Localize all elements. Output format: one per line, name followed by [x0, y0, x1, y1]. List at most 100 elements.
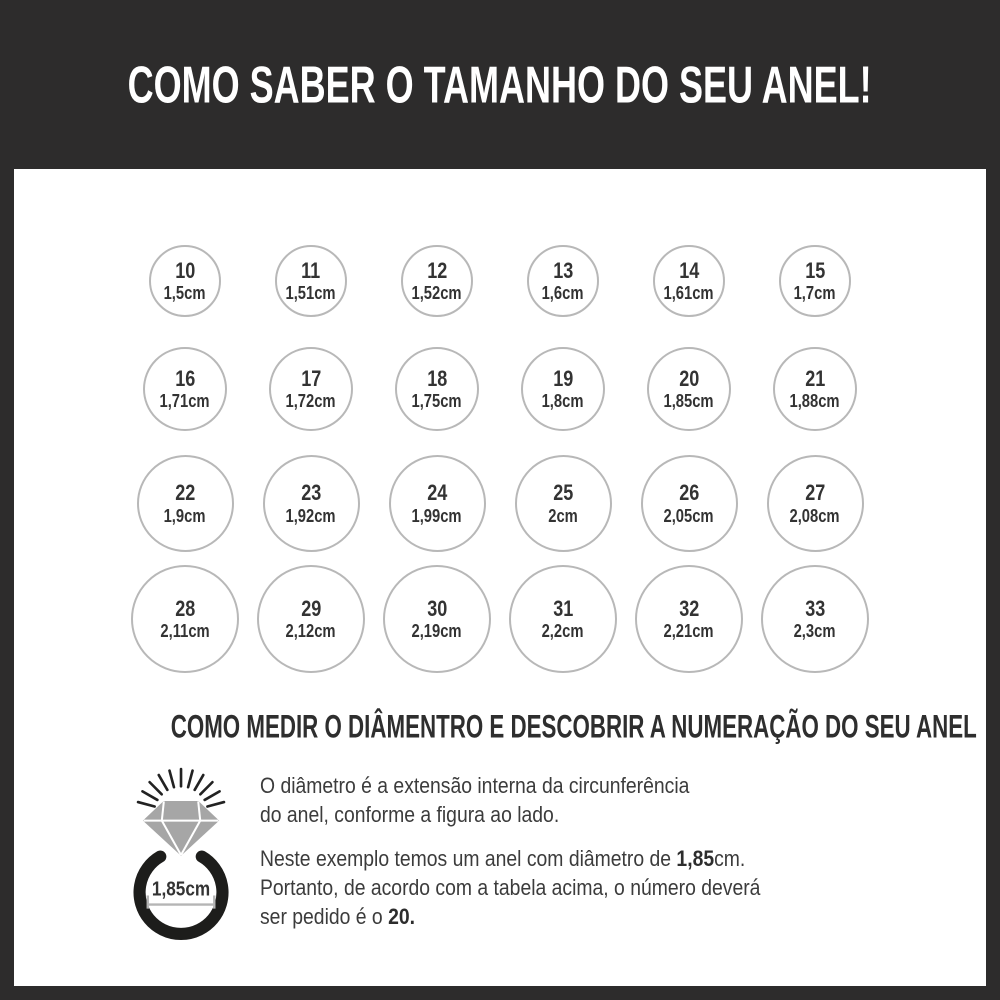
measure-paragraph-1: O diâmetro é a extensão interna da circu… [260, 771, 760, 829]
grid-cell: 12 1,52cm [374, 245, 500, 317]
ring-size-number: 33 [804, 595, 826, 621]
ring-size-diameter: 2,11cm [160, 621, 210, 642]
grid-cell: 13 1,6cm [500, 245, 626, 317]
header: COMO SABER O TAMANHO DO SEU ANEL! [0, 0, 1000, 169]
size-guide-card: 10 1,5cm 11 1,51cm 12 1,52cm 13 1,6cm 14 1,61… [14, 169, 986, 986]
p2-bold-diameter: 1,85 [676, 846, 715, 871]
ring-size-number: 28 [174, 595, 196, 621]
ring-size-diameter: 2,12cm [285, 621, 337, 642]
ring-size-number: 20 [678, 365, 700, 391]
ring-size-circle: 26 2,05cm [640, 455, 738, 552]
grid-cell: 23 1,92cm [248, 455, 374, 552]
ring-size-number: 19 [552, 365, 574, 391]
ring-size-number: 23 [300, 480, 322, 506]
grid-cell: 11 1,51cm [248, 245, 374, 317]
ring-size-number: 30 [426, 595, 448, 621]
ring-size-circle: 21 1,88cm [773, 347, 857, 431]
size-row-3: 22 1,9cm 23 1,92cm 24 1,99cm 25 2cm 26 2,05cm… [14, 455, 986, 552]
size-row-4: 28 2,11cm 29 2,12cm 30 2,19cm 31 2,2cm 32 2,2… [14, 565, 986, 673]
ring-size-diameter: 1,92cm [285, 505, 337, 526]
ring-size-circle: 16 1,71cm [143, 347, 227, 431]
ring-size-number: 22 [174, 480, 196, 506]
ring-size-circle: 18 1,75cm [395, 347, 479, 431]
ring-size-number: 16 [174, 365, 196, 391]
grid-cell: 25 2cm [500, 455, 626, 552]
ring-size-grid: 10 1,5cm 11 1,51cm 12 1,52cm 13 1,6cm 14 1,61… [14, 169, 986, 673]
ring-size-number: 14 [678, 257, 700, 283]
p2-bold-size: 20. [388, 904, 416, 929]
ring-size-circle: 24 1,99cm [388, 455, 486, 552]
ring-size-number: 25 [552, 480, 574, 506]
size-row-1: 10 1,5cm 11 1,51cm 12 1,52cm 13 1,6cm 14 1,61… [14, 245, 986, 317]
ring-size-diameter: 1,9cm [164, 505, 206, 526]
ring-size-circle: 28 2,11cm [131, 565, 239, 673]
ring-size-diameter: 2,08cm [789, 505, 841, 526]
ring-size-number: 29 [300, 595, 322, 621]
diameter-measure-line [146, 895, 216, 909]
size-row-2: 16 1,71cm 17 1,72cm 18 1,75cm 19 1,8cm 20 1,8… [14, 347, 986, 431]
measure-heading: COMO MEDIR O DIÂMENTRO E DESCOBRIR A NUM… [14, 708, 1000, 745]
measure-heading-wrap: COMO MEDIR O DIÂMENTRO E DESCOBRIR A NUM… [14, 708, 986, 745]
grid-cell: 29 2,12cm [248, 565, 374, 673]
p1-line1: O diâmetro é a extensão interna da circu… [260, 773, 690, 798]
grid-cell: 32 2,21cm [626, 565, 752, 673]
ring-size-circle: 22 1,9cm [136, 455, 234, 552]
ring-size-circle: 13 1,6cm [527, 245, 599, 317]
grid-cell: 15 1,7cm [752, 245, 878, 317]
ring-size-circle: 25 2cm [514, 455, 612, 552]
ring-size-number: 13 [552, 257, 574, 283]
ring-size-number: 10 [174, 257, 196, 283]
grid-cell: 18 1,75cm [374, 347, 500, 431]
ring-size-circle: 31 2,2cm [509, 565, 617, 673]
ring-size-diameter: 1,61cm [663, 283, 715, 304]
ring-size-diameter: 1,5cm [164, 283, 206, 304]
grid-cell: 33 2,3cm [752, 565, 878, 673]
ring-size-circle: 15 1,7cm [779, 245, 851, 317]
grid-cell: 22 1,9cm [122, 455, 248, 552]
page-title: COMO SABER O TAMANHO DO SEU ANEL! [0, 55, 1000, 114]
ring-size-number: 27 [804, 480, 826, 506]
ring-size-number: 31 [552, 595, 574, 621]
page-title-text: COMO SABER O TAMANHO DO SEU ANEL! [128, 55, 873, 114]
measure-section: 1,85cm O diâmetro é a extensão interna d… [14, 761, 986, 946]
p2-seg2: cm. [714, 846, 746, 871]
ring-size-circle: 20 1,85cm [647, 347, 731, 431]
ring-size-diameter: 1,6cm [542, 283, 584, 304]
ring-size-diameter: 1,72cm [285, 391, 337, 412]
ring-size-diameter: 1,75cm [411, 391, 463, 412]
grid-cell: 31 2,2cm [500, 565, 626, 673]
grid-cell: 27 2,08cm [752, 455, 878, 552]
ring-diameter-label: 1,85cm [152, 877, 210, 900]
ring-size-circle: 33 2,3cm [761, 565, 869, 673]
ring-size-circle: 19 1,8cm [521, 347, 605, 431]
ring-size-diameter: 1,85cm [663, 391, 715, 412]
ring-size-circle: 30 2,19cm [383, 565, 491, 673]
p2-line3: ser pedido é o [260, 904, 389, 929]
ring-size-number: 12 [426, 257, 448, 283]
sparkle-rays-icon [136, 767, 226, 808]
ring-size-circle: 11 1,51cm [275, 245, 347, 317]
grid-cell: 10 1,5cm [122, 245, 248, 317]
ring-size-circle: 17 1,72cm [269, 347, 353, 431]
grid-cell: 26 2,05cm [626, 455, 752, 552]
ring-size-number: 21 [804, 365, 826, 391]
ring-size-circle: 14 1,61cm [653, 245, 725, 317]
ring-size-diameter: 1,8cm [542, 391, 584, 412]
ring-size-number: 17 [300, 365, 322, 391]
grid-cell: 21 1,88cm [752, 347, 878, 431]
ring-size-circle: 23 1,92cm [262, 455, 360, 552]
ring-size-diameter: 2cm [548, 505, 578, 526]
ring-size-diameter: 2,05cm [663, 505, 715, 526]
ring-size-diameter: 1,51cm [285, 283, 337, 304]
ring-icon: 1,85cm [133, 767, 229, 940]
ring-size-diameter: 2,3cm [794, 621, 836, 642]
p1-line2: do anel, conforme a figura ao lado. [260, 802, 560, 827]
ring-size-number: 11 [301, 257, 321, 283]
ring-size-diameter: 1,88cm [789, 391, 841, 412]
ring-size-circle: 29 2,12cm [257, 565, 365, 673]
ring-size-diameter: 2,2cm [542, 621, 584, 642]
ring-size-diameter: 2,21cm [663, 621, 715, 642]
measure-text-block: O diâmetro é a extensão interna da circu… [260, 771, 760, 946]
ring-size-circle: 32 2,21cm [635, 565, 743, 673]
